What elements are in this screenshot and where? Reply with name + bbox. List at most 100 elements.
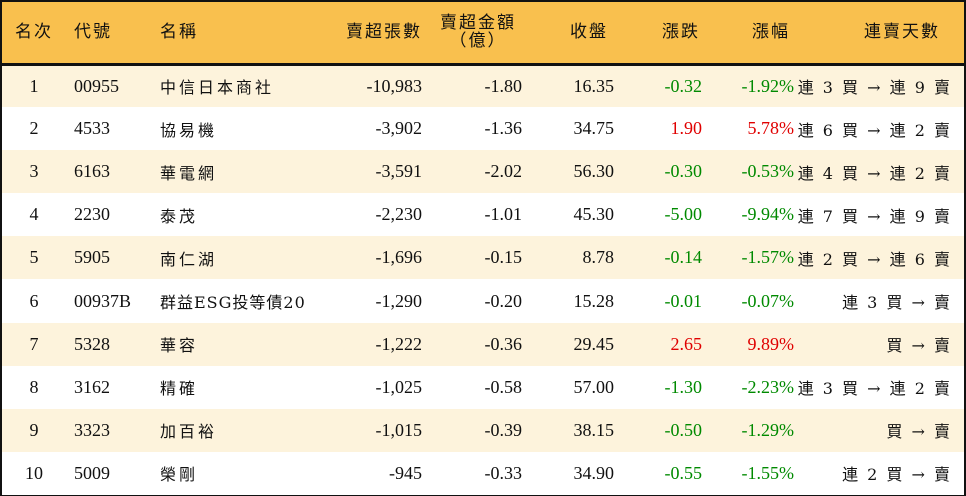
cell-net-sell-lots: -10,983 bbox=[366, 75, 423, 96]
table-row[interactable]: 6 00937B 群益ESG投等債20 -1,290 -0.20 15.28 -0.01 -0… bbox=[2, 279, 964, 323]
cell-code: 5009 bbox=[74, 462, 110, 483]
cell-net-sell-lots: -3,591 bbox=[375, 161, 423, 182]
cell-change-pct: -0.07% bbox=[741, 290, 795, 311]
cell-net-sell-lots: -945 bbox=[389, 462, 422, 483]
table-row[interactable]: 9 3323 加百裕 -1,015 -0.39 38.15 -0.50 -1.29% 買 → 賣 bbox=[2, 408, 964, 452]
cell-net-sell-lots: -1,015 bbox=[375, 419, 423, 440]
cell-name: 中信日本商社 bbox=[160, 78, 275, 98]
cell-streak: 連 2 買 → 連 6 賣 bbox=[797, 249, 952, 269]
cell-change: -0.14 bbox=[664, 247, 703, 268]
cell-close: 16.35 bbox=[573, 75, 615, 96]
cell-rank: 9 bbox=[29, 419, 39, 440]
cell-net-sell-lots: -3,902 bbox=[375, 118, 423, 139]
cell-name: 南仁湖 bbox=[160, 249, 218, 269]
cell-streak: 連 3 買 → 連 9 賣 bbox=[797, 78, 952, 98]
cell-change: -0.50 bbox=[664, 419, 703, 440]
cell-rank: 6 bbox=[29, 290, 39, 311]
cell-change: 2.65 bbox=[670, 333, 703, 354]
cell-close: 8.78 bbox=[582, 247, 615, 268]
cell-name: 榮剛 bbox=[160, 465, 199, 485]
cell-rank: 5 bbox=[29, 247, 39, 268]
cell-net-sell-lots: -1,290 bbox=[375, 290, 423, 311]
cell-change: 1.90 bbox=[670, 118, 703, 139]
cell-change: -5.00 bbox=[664, 204, 703, 225]
cell-rank: 7 bbox=[29, 333, 39, 354]
cell-close: 57.00 bbox=[573, 376, 615, 397]
cell-change: -0.30 bbox=[664, 161, 703, 182]
cell-streak: 連 4 買 → 連 2 賣 bbox=[797, 163, 952, 183]
cell-streak: 買 → 賣 bbox=[886, 336, 952, 356]
header-rank[interactable]: 名次 bbox=[15, 22, 53, 43]
table-row[interactable]: 3 6163 華電網 -3,591 -2.02 56.30 -0.30 -0.53% 連 4 買… bbox=[2, 150, 964, 194]
table-row[interactable]: 5 5905 南仁湖 -1,696 -0.15 8.78 -0.14 -1.57% 連 2 買 … bbox=[2, 236, 964, 280]
cell-change-pct: -9.94% bbox=[741, 204, 795, 225]
cell-rank: 3 bbox=[29, 161, 39, 182]
cell-change: -0.01 bbox=[664, 290, 703, 311]
cell-net-sell-lots: -2,230 bbox=[375, 204, 423, 225]
cell-net-sell-amount: -1.36 bbox=[484, 118, 523, 139]
cell-rank: 4 bbox=[29, 204, 39, 225]
cell-rank: 8 bbox=[29, 376, 39, 397]
cell-change-pct: -1.92% bbox=[741, 75, 795, 96]
table-row[interactable]: 7 5328 華容 -1,222 -0.36 29.45 2.65 9.89% 買 → 賣 bbox=[2, 322, 964, 366]
header-close[interactable]: 收盤 bbox=[570, 22, 608, 43]
cell-net-sell-amount: -0.15 bbox=[484, 247, 523, 268]
cell-change-pct: -0.53% bbox=[741, 161, 795, 182]
cell-close: 34.90 bbox=[573, 462, 615, 483]
table-row[interactable]: 4 2230 泰茂 -2,230 -1.01 45.30 -5.00 -9.94% 連 7 買 … bbox=[2, 193, 964, 237]
cell-code: 00955 bbox=[74, 75, 119, 96]
cell-net-sell-amount: -0.20 bbox=[484, 290, 523, 311]
cell-change-pct: -1.57% bbox=[741, 247, 795, 268]
cell-change: -1.30 bbox=[664, 376, 703, 397]
cell-streak: 連 3 買 → 賣 bbox=[842, 293, 952, 313]
cell-streak: 連 7 買 → 連 9 賣 bbox=[797, 206, 952, 226]
cell-rank: 1 bbox=[29, 75, 39, 96]
cell-change-pct: -1.55% bbox=[741, 462, 795, 483]
table-row[interactable]: 8 3162 精確 -1,025 -0.58 57.00 -1.30 -2.23% 連 3 買 … bbox=[2, 365, 964, 409]
cell-close: 38.15 bbox=[573, 419, 615, 440]
cell-net-sell-amount: -1.80 bbox=[484, 75, 523, 96]
cell-name: 華容 bbox=[160, 336, 199, 356]
cell-code: 4533 bbox=[74, 118, 110, 139]
table-row[interactable]: 1 00955 中信日本商社 -10,983 -1.80 16.35 -0.32 -1.92%… bbox=[2, 64, 964, 108]
cell-net-sell-lots: -1,025 bbox=[375, 376, 423, 397]
cell-change-pct: 9.89% bbox=[747, 333, 795, 354]
header-name[interactable]: 名稱 bbox=[160, 22, 198, 43]
cell-streak: 買 → 賣 bbox=[886, 422, 952, 442]
header-code[interactable]: 代號 bbox=[74, 22, 112, 43]
cell-close: 45.30 bbox=[573, 204, 615, 225]
cell-name: 泰茂 bbox=[160, 206, 199, 226]
cell-net-sell-amount: -2.02 bbox=[484, 161, 523, 182]
cell-net-sell-amount: -0.36 bbox=[484, 333, 523, 354]
table-row[interactable]: 2 4533 協易機 -3,902 -1.36 34.75 1.90 5.78% 連 6 買 →… bbox=[2, 107, 964, 151]
cell-streak: 連 3 買 → 連 2 賣 bbox=[797, 379, 952, 399]
header-net-sell-amount[interactable]: 賣超金額 （億） bbox=[422, 2, 522, 64]
table-body: 1 00955 中信日本商社 -10,983 -1.80 16.35 -0.32 -1.92%… bbox=[2, 64, 964, 495]
cell-code: 2230 bbox=[74, 204, 110, 225]
cell-change-pct: -2.23% bbox=[741, 376, 795, 397]
cell-name: 華電網 bbox=[160, 163, 218, 183]
cell-name: 群益ESG投等債20 bbox=[160, 293, 306, 313]
table-row[interactable]: 10 5009 榮剛 -945 -0.33 34.90 -0.55 -1.55% 連 2 買 →… bbox=[2, 451, 964, 495]
cell-net-sell-amount: -0.58 bbox=[484, 376, 523, 397]
cell-streak: 連 6 買 → 連 2 賣 bbox=[797, 120, 952, 140]
cell-close: 15.28 bbox=[573, 290, 615, 311]
cell-code: 3323 bbox=[74, 419, 110, 440]
cell-code: 00937B bbox=[74, 290, 132, 311]
cell-streak: 連 2 買 → 賣 bbox=[842, 465, 952, 485]
cell-code: 5905 bbox=[74, 247, 110, 268]
cell-change: -0.55 bbox=[664, 462, 703, 483]
cell-code: 6163 bbox=[74, 161, 110, 182]
table-header-row: 名次 代號 名稱 賣超張數 賣超金額 （億） 收盤 漲跌 漲幅 連賣天數 bbox=[2, 2, 964, 64]
cell-net-sell-lots: -1,222 bbox=[375, 333, 423, 354]
header-change-pct[interactable]: 漲幅 bbox=[752, 22, 790, 43]
header-change[interactable]: 漲跌 bbox=[662, 22, 700, 43]
cell-net-sell-lots: -1,696 bbox=[375, 247, 423, 268]
header-net-sell-lots[interactable]: 賣超張數 bbox=[346, 22, 422, 43]
cell-code: 5328 bbox=[74, 333, 110, 354]
header-streak[interactable]: 連賣天數 bbox=[864, 22, 940, 43]
cell-net-sell-amount: -0.33 bbox=[484, 462, 523, 483]
header-net-sell-amount-line1: 賣超金額 bbox=[440, 13, 516, 34]
